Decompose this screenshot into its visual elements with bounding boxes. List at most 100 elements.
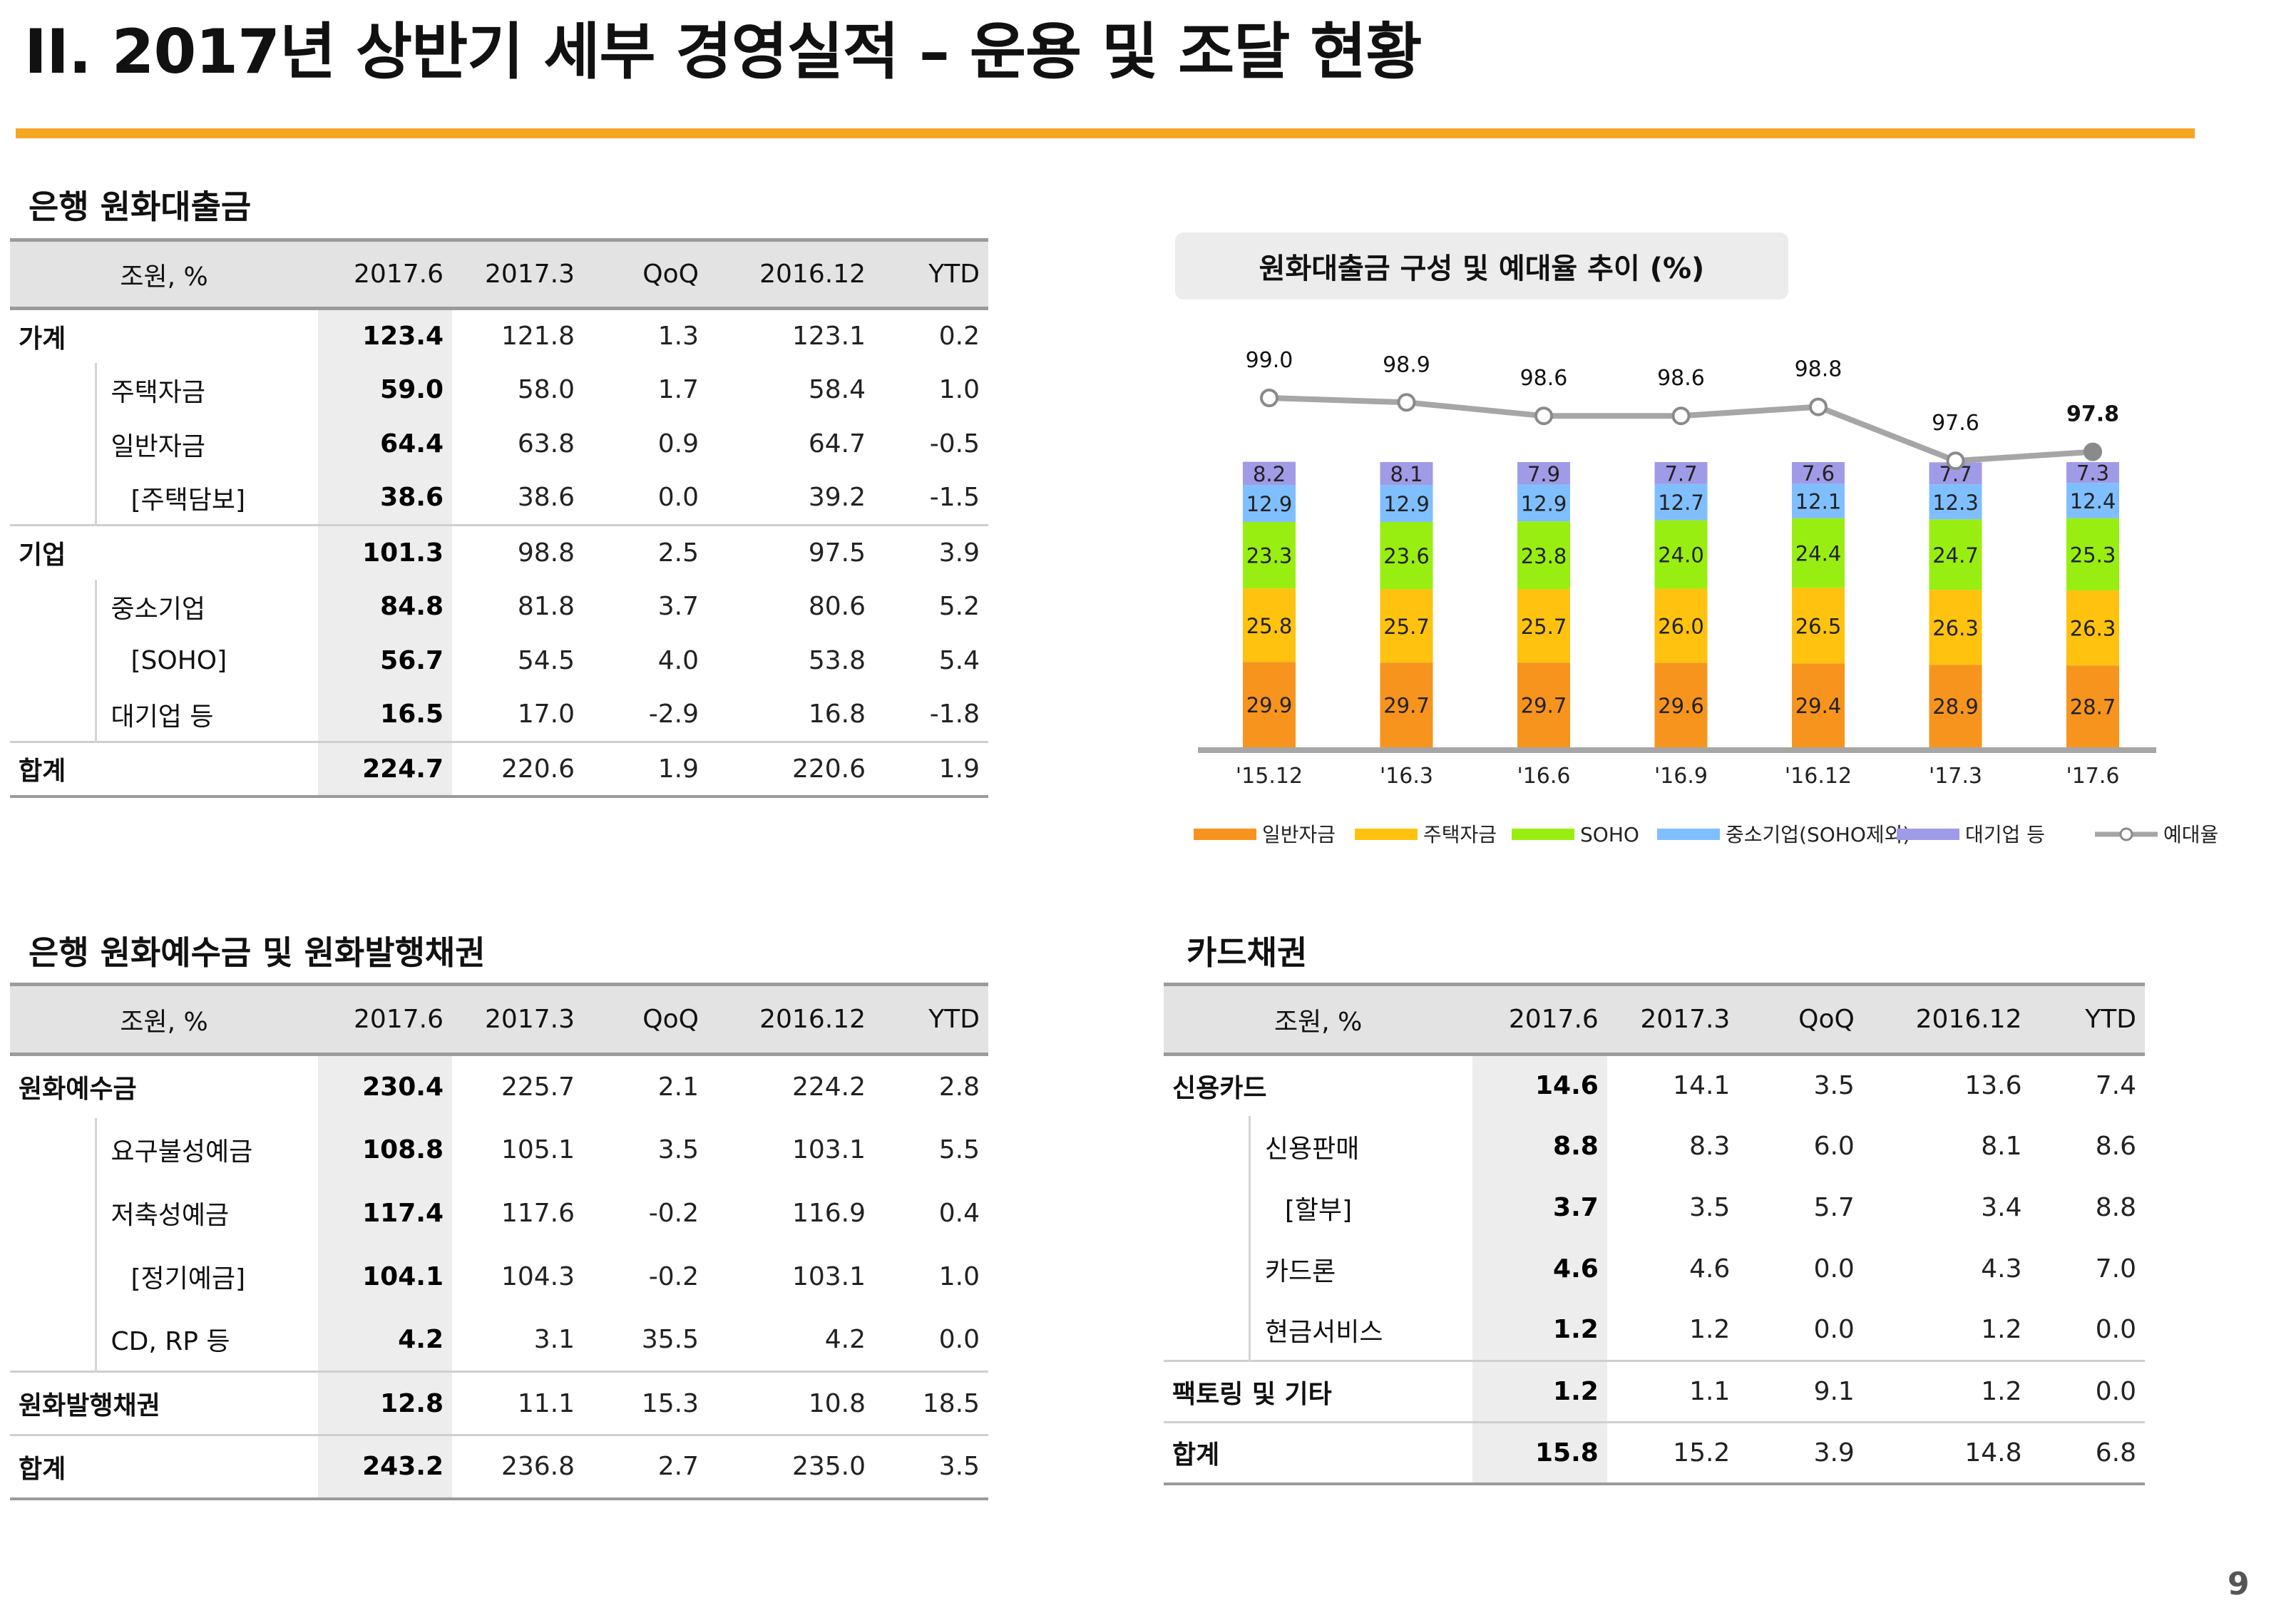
cards-table: 조원, % 2017.6 2017.3 QoQ 2016.12 YTD 신용카드 14.6 14…: [1164, 983, 2145, 1485]
bar-soho: [1243, 522, 1296, 589]
table-row: 신용판매 8.8 8.3 6.0 8.1 8.6: [1164, 1115, 2145, 1177]
x-tick-label: '16.6: [1517, 764, 1570, 789]
legend-label: 대기업 등: [1965, 823, 2045, 846]
title-underline: [16, 128, 2195, 138]
data-label: 29.7: [1521, 694, 1567, 718]
cell-qoq: 0.0: [1813, 1315, 1855, 1345]
cell-ytd: 1.0: [938, 375, 980, 404]
cell-2017-3: 38.6: [517, 483, 575, 513]
bar-soho: [1380, 522, 1433, 590]
cell-2017-6: 4.6: [1472, 1238, 1607, 1300]
column-header-qoq: QoQ: [583, 983, 707, 1056]
row-label: 저축성예금: [111, 1201, 230, 1230]
cell-2017-6: 243.2: [318, 1434, 452, 1500]
column-header-2017-3: 2017.3: [452, 238, 583, 310]
cell-ytd: -0.5: [929, 429, 980, 459]
column-header-ytd: YTD: [874, 983, 988, 1056]
cell-qoq: 15.3: [583, 1371, 707, 1435]
cell-2016-12: 14.8: [1862, 1421, 2031, 1485]
legend-swatch: [1194, 829, 1256, 840]
line-data-label: 98.6: [1520, 366, 1568, 391]
bar-일반자금: [1792, 663, 1845, 747]
column-header-2017-3: 2017.3: [452, 983, 583, 1056]
bar-주택자금: [1243, 588, 1296, 662]
data-label: 24.7: [1932, 543, 1979, 568]
cell-qoq: 3.5: [1738, 1053, 1863, 1116]
indent-cell: [10, 1117, 97, 1182]
data-label: 23.8: [1521, 544, 1567, 568]
column-header-2016-12: 2016.12: [707, 983, 874, 1056]
cell-2016-12: 64.7: [808, 429, 866, 459]
data-label: 23.6: [1383, 544, 1430, 568]
cell-ytd: 0.0: [2095, 1315, 2136, 1345]
bar-중소기업-soho제외: [1380, 485, 1433, 522]
legend-swatch: [1512, 829, 1574, 840]
column-header-2017-6: 2017.6: [318, 983, 452, 1056]
data-label: 12.4: [2070, 489, 2116, 513]
bar-주택자금: [1654, 588, 1708, 663]
table-row: 원화예수금 230.4 225.7 2.1 224.2 2.8: [10, 1053, 988, 1118]
bar-대기업-등: [1243, 461, 1296, 486]
row-label: 합계: [1164, 1421, 1473, 1485]
cell-2017-6: 14.6: [1472, 1053, 1607, 1116]
bar-중소기업-soho제외: [1654, 483, 1708, 521]
cell-qoq: 0.9: [657, 429, 699, 459]
loans-table: 조원, % 2017.6 2017.3 QoQ 2016.12 YTD 가계 123.4 121…: [10, 238, 988, 798]
column-header-ytd: YTD: [874, 238, 988, 310]
cell-ytd: 0.2: [874, 307, 988, 363]
deposits-section-title: 은행 원화예수금 및 원화발행채권: [29, 933, 486, 972]
bar-주택자금: [2066, 590, 2119, 666]
table-row: 신용카드 14.6 14.1 3.5 13.6 7.4: [1164, 1053, 2145, 1116]
line-data-label: 97.8: [2066, 402, 2119, 427]
table-row: 기업 101.3 98.8 2.5 97.5 3.9: [10, 524, 988, 580]
cell-2016-12: 123.1: [707, 307, 874, 363]
cell-2017-3: 54.5: [517, 646, 575, 675]
data-label: 12.9: [1246, 492, 1293, 516]
deposits-table: 조원, % 2017.6 2017.3 QoQ 2016.12 YTD 원화예수금 230.4…: [10, 983, 988, 1500]
bar-중소기업-soho제외: [1929, 484, 1982, 520]
indent-cell: [10, 687, 97, 742]
indent-cell: [10, 579, 97, 634]
data-label: 29.9: [1246, 693, 1293, 717]
loan-composition-chart: 29.9 25.8 23.3 12.9 8.2 29.7 25.7 23.6 12.9 8.1 29…: [1194, 348, 2218, 846]
table-row: 일반자금 64.4 63.8 0.9 64.7 -0.5: [10, 416, 988, 471]
bar-일반자금: [1654, 662, 1708, 747]
line-point: [2084, 442, 2102, 461]
data-label: 25.7: [1521, 615, 1567, 639]
cell-ytd: 0.0: [2030, 1360, 2145, 1423]
data-label: 12.9: [1521, 491, 1567, 516]
cell-2017-3: 225.7: [452, 1053, 583, 1118]
table-row: [SOHO] 56.7 54.5 4.0 53.8 5.4: [10, 633, 988, 688]
cell-2016-12: 80.6: [808, 592, 866, 621]
table-row: [정기예금] 104.1 104.3 -0.2 103.1 1.0: [10, 1244, 988, 1308]
cell-ytd: 0.4: [938, 1198, 980, 1228]
data-label: 12.9: [1383, 492, 1430, 516]
cell-2017-6: 59.0: [318, 362, 452, 417]
line-data-label: 97.6: [1932, 411, 1979, 436]
line-data-label: 98.8: [1795, 357, 1843, 382]
row-label: 가계: [10, 307, 318, 363]
cell-qoq: 5.7: [1813, 1193, 1855, 1222]
cell-2017-3: 58.0: [517, 375, 575, 404]
cell-qoq: 35.5: [641, 1324, 699, 1354]
data-label: 7.3: [2076, 461, 2109, 486]
row-label: 합계: [10, 1434, 318, 1500]
indent-cell: [10, 416, 97, 471]
table-row: [할부] 3.7 3.5 5.7 3.4 8.8: [1164, 1177, 2145, 1239]
cell-ytd: 1.9: [874, 741, 988, 798]
indent-cell: [1164, 1299, 1251, 1361]
cell-qoq: 1.9: [583, 741, 707, 798]
cell-2017-6: 12.8: [318, 1371, 452, 1435]
data-label: 24.0: [1658, 543, 1704, 568]
cell-2017-3: 8.3: [1689, 1132, 1731, 1161]
row-label: 주택자금: [111, 377, 205, 407]
line-data-label: 99.0: [1246, 348, 1293, 373]
bar-soho: [1654, 520, 1708, 589]
bar-soho: [1929, 519, 1982, 590]
data-label: 23.3: [1246, 544, 1293, 568]
bar-중소기업-soho제외: [1517, 484, 1570, 522]
data-label: 29.6: [1658, 694, 1704, 718]
cards-section-title: 카드채권: [1187, 933, 1308, 972]
row-label: 일반자금: [111, 431, 205, 461]
indent-cell: [10, 1181, 97, 1245]
